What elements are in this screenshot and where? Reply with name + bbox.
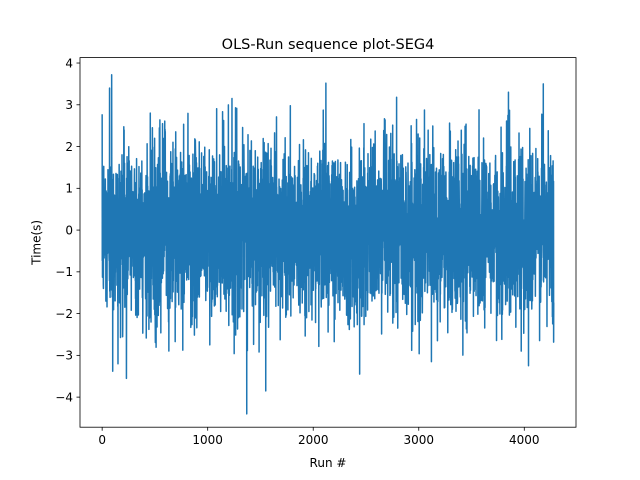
y-tick-label: −4 — [55, 390, 73, 404]
series-layer — [101, 73, 555, 415]
y-tick-label: −2 — [55, 307, 73, 321]
x-axis-label: Run # — [310, 456, 347, 470]
series-line — [101, 73, 555, 415]
y-axis-ticks: −4 −3 −2 −1 0 1 2 3 4 — [55, 56, 80, 404]
chart-title: OLS-Run sequence plot-SEG4 — [222, 37, 435, 53]
y-tick-label: 2 — [65, 140, 73, 154]
y-tick-label: 4 — [65, 56, 73, 70]
y-tick-label: 1 — [65, 182, 73, 196]
y-tick-label: −3 — [55, 349, 73, 363]
x-axis-ticks: 0 1000 2000 3000 4000 — [98, 427, 540, 447]
axes-frame — [79, 57, 577, 428]
y-axis-label: Time(s) — [30, 220, 44, 266]
y-tick-label: 0 — [65, 223, 73, 237]
x-tick-label: 3000 — [403, 433, 434, 447]
x-tick-label: 4000 — [509, 433, 540, 447]
x-tick-label: 1000 — [192, 433, 223, 447]
x-tick-label: 0 — [98, 433, 106, 447]
y-tick-label: −1 — [55, 265, 73, 279]
y-tick-label: 3 — [65, 98, 73, 112]
x-tick-label: 2000 — [298, 433, 329, 447]
plot-area — [101, 73, 555, 415]
